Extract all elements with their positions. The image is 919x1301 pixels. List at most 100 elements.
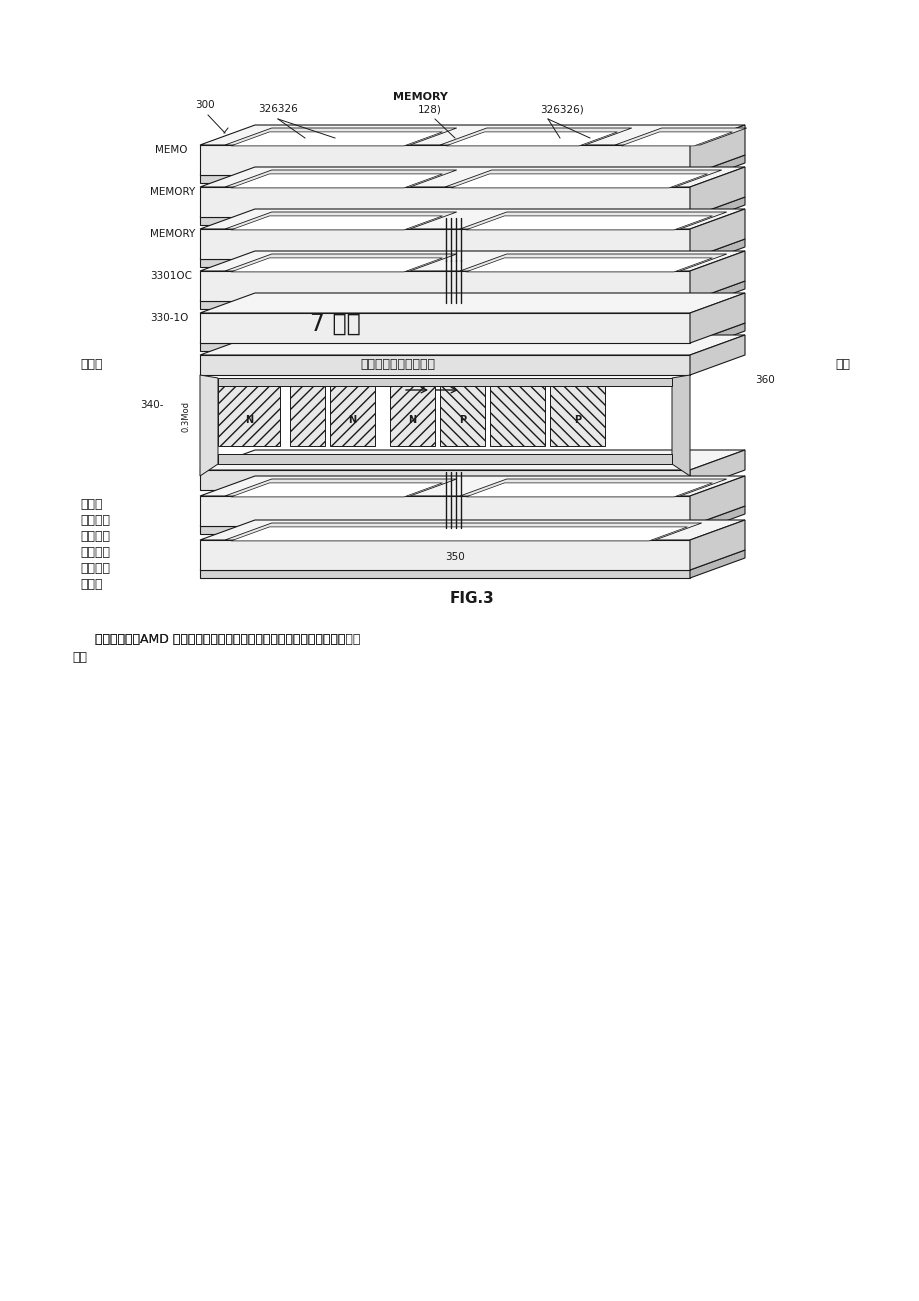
Bar: [439, 386, 484, 446]
Polygon shape: [689, 196, 744, 225]
Text: FIG.3: FIG.3: [449, 591, 494, 606]
Polygon shape: [225, 127, 456, 144]
Polygon shape: [199, 496, 689, 526]
Text: 热又如何: 热又如何: [80, 562, 110, 575]
Polygon shape: [689, 450, 744, 490]
Polygon shape: [199, 187, 689, 217]
Polygon shape: [689, 155, 744, 183]
Polygon shape: [466, 216, 711, 230]
Polygon shape: [199, 540, 689, 570]
Polygon shape: [225, 212, 456, 229]
Polygon shape: [689, 281, 744, 310]
Text: 温度: 温度: [834, 358, 849, 371]
Polygon shape: [689, 125, 744, 176]
Text: 都比较: 都比较: [80, 498, 102, 511]
Polygon shape: [199, 281, 744, 301]
Text: 326326): 326326): [539, 104, 584, 114]
Polygon shape: [199, 144, 689, 176]
Text: 但总的来说，AMD 的这个思路非常新奇巧妙，未来或许会有很光明的前: 但总的来说，AMD 的这个思路非常新奇巧妙，未来或许会有很光明的前: [95, 634, 345, 647]
Polygon shape: [446, 131, 617, 146]
Polygon shape: [689, 209, 744, 259]
Text: MEMORY: MEMORY: [392, 92, 447, 101]
Text: 会耗电发: 会耗电发: [80, 546, 110, 559]
Polygon shape: [689, 239, 744, 267]
Polygon shape: [689, 167, 744, 217]
Polygon shape: [689, 476, 744, 526]
Polygon shape: [199, 125, 744, 144]
Polygon shape: [199, 301, 689, 310]
Polygon shape: [445, 170, 721, 187]
Text: 350: 350: [445, 552, 464, 562]
Polygon shape: [199, 343, 689, 351]
Polygon shape: [199, 251, 744, 271]
Polygon shape: [199, 176, 689, 183]
Text: 300: 300: [195, 100, 214, 111]
Polygon shape: [199, 550, 744, 570]
Bar: [218, 379, 671, 386]
Polygon shape: [199, 323, 744, 343]
Polygon shape: [199, 355, 689, 375]
Text: 340-: 340-: [140, 399, 164, 410]
Bar: [218, 386, 279, 446]
Polygon shape: [199, 450, 744, 470]
Text: 7 呢啊: 7 呢啊: [310, 312, 360, 336]
Text: 3301OC: 3301OC: [150, 271, 192, 281]
Polygon shape: [439, 127, 631, 144]
Text: P: P: [573, 415, 581, 425]
Polygon shape: [231, 174, 442, 187]
Polygon shape: [620, 131, 732, 146]
Polygon shape: [689, 251, 744, 301]
Polygon shape: [466, 483, 711, 497]
Text: P: P: [459, 415, 466, 425]
Text: MEMORY: MEMORY: [150, 187, 195, 196]
Polygon shape: [231, 216, 442, 230]
Polygon shape: [199, 314, 689, 343]
Polygon shape: [199, 520, 744, 540]
Polygon shape: [671, 375, 689, 476]
Text: 330-1O: 330-1O: [150, 314, 188, 323]
Polygon shape: [450, 174, 707, 187]
Text: 处理？: 处理？: [80, 578, 102, 591]
Polygon shape: [225, 170, 456, 187]
Polygon shape: [199, 334, 744, 355]
Polygon shape: [199, 217, 689, 225]
Bar: [218, 454, 671, 464]
Polygon shape: [689, 323, 744, 351]
Polygon shape: [231, 483, 442, 497]
Polygon shape: [689, 506, 744, 533]
Text: 0.3Mod: 0.3Mod: [181, 402, 190, 432]
Text: 326326: 326326: [258, 104, 298, 114]
Polygon shape: [466, 258, 711, 272]
Polygon shape: [460, 254, 726, 271]
Text: 不过也: 不过也: [80, 358, 102, 371]
Polygon shape: [199, 526, 689, 533]
Polygon shape: [199, 293, 744, 314]
Text: N: N: [408, 415, 416, 425]
Polygon shape: [460, 479, 726, 496]
Polygon shape: [231, 131, 442, 146]
Polygon shape: [199, 209, 744, 229]
Text: 高？热电: 高？热电: [80, 514, 110, 527]
Bar: [490, 386, 544, 446]
Polygon shape: [614, 127, 746, 144]
Polygon shape: [199, 239, 744, 259]
Text: MEMORY: MEMORY: [150, 229, 195, 239]
Text: MEMO: MEMO: [154, 144, 187, 155]
Bar: [289, 386, 324, 446]
Text: 128): 128): [417, 104, 441, 114]
Polygon shape: [199, 570, 689, 578]
Polygon shape: [199, 167, 744, 187]
Polygon shape: [689, 550, 744, 578]
Polygon shape: [225, 254, 456, 271]
Text: N: N: [244, 415, 253, 425]
Text: 偶本身也: 偶本身也: [80, 530, 110, 543]
Bar: [550, 386, 605, 446]
Polygon shape: [199, 259, 689, 267]
Bar: [330, 386, 375, 446]
Polygon shape: [199, 155, 744, 176]
Text: 景。: 景。: [72, 650, 87, 664]
Text: 但总的来说，AMD 的这个思路非常新奇巧妙，未来或许会有很光明的前景。: 但总的来说，AMD 的这个思路非常新奇巧妙，未来或许会有很光明的前景。: [95, 634, 360, 647]
Bar: [390, 386, 435, 446]
Polygon shape: [225, 523, 701, 540]
Polygon shape: [199, 229, 689, 259]
